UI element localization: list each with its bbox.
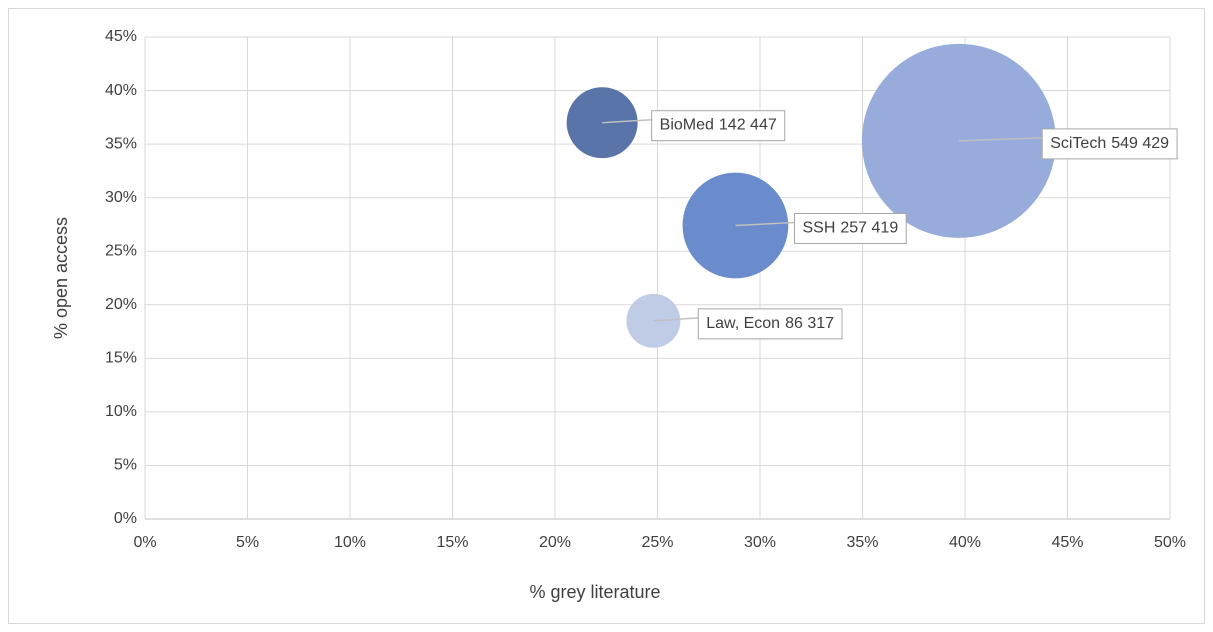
x-tick-label: 0% — [133, 534, 156, 551]
y-tick-label: 25% — [105, 242, 137, 259]
data-label: Law, Econ 86 317 — [706, 315, 834, 332]
series-name: SciTech — [1050, 135, 1106, 152]
y-tick-label: 30% — [105, 189, 137, 206]
y-tick-label: 35% — [105, 135, 137, 152]
y-tick-label: 10% — [105, 403, 137, 420]
x-axis-title: % grey literature — [529, 582, 660, 602]
series-name: SSH — [802, 220, 835, 237]
y-tick-label: 45% — [105, 28, 137, 45]
y-tick-label: 0% — [114, 510, 137, 527]
x-tick-label: 30% — [744, 534, 776, 551]
y-tick-label: 40% — [105, 82, 137, 99]
x-tick-label: 35% — [846, 534, 878, 551]
y-axis-title: % open access — [51, 217, 71, 339]
series-name: Law, Econ — [706, 315, 780, 332]
size-label: 257 419 — [840, 220, 898, 237]
y-tick-label: 20% — [105, 296, 137, 313]
data-label: SciTech 549 429 — [1050, 135, 1169, 152]
leader-line — [735, 221, 795, 227]
x-tick-label: 45% — [1051, 534, 1083, 551]
size-label: 86 317 — [785, 315, 834, 332]
x-tick-label: 10% — [334, 534, 366, 551]
y-tick-label: 15% — [105, 350, 137, 367]
leader-line — [602, 118, 652, 124]
label-box — [793, 213, 907, 245]
size-label: 549 429 — [1111, 135, 1169, 152]
leader-line — [653, 317, 699, 322]
series-name: BioMed — [660, 117, 714, 134]
leader-line — [958, 137, 1043, 142]
label-box — [1041, 128, 1178, 160]
data-label: BioMed 142 447 — [660, 117, 777, 134]
x-tick-label: 5% — [236, 534, 259, 551]
x-tick-label: 25% — [641, 534, 673, 551]
data-label: SSH 257 419 — [802, 220, 898, 237]
label-box — [697, 308, 843, 340]
y-tick-label: 5% — [114, 457, 137, 474]
x-tick-label: 15% — [436, 534, 468, 551]
x-tick-label: 40% — [949, 534, 981, 551]
x-tick-label: 50% — [1154, 534, 1186, 551]
bubble — [682, 172, 789, 279]
label-box — [651, 110, 786, 142]
x-tick-label: 20% — [539, 534, 571, 551]
size-label: 142 447 — [719, 117, 777, 134]
